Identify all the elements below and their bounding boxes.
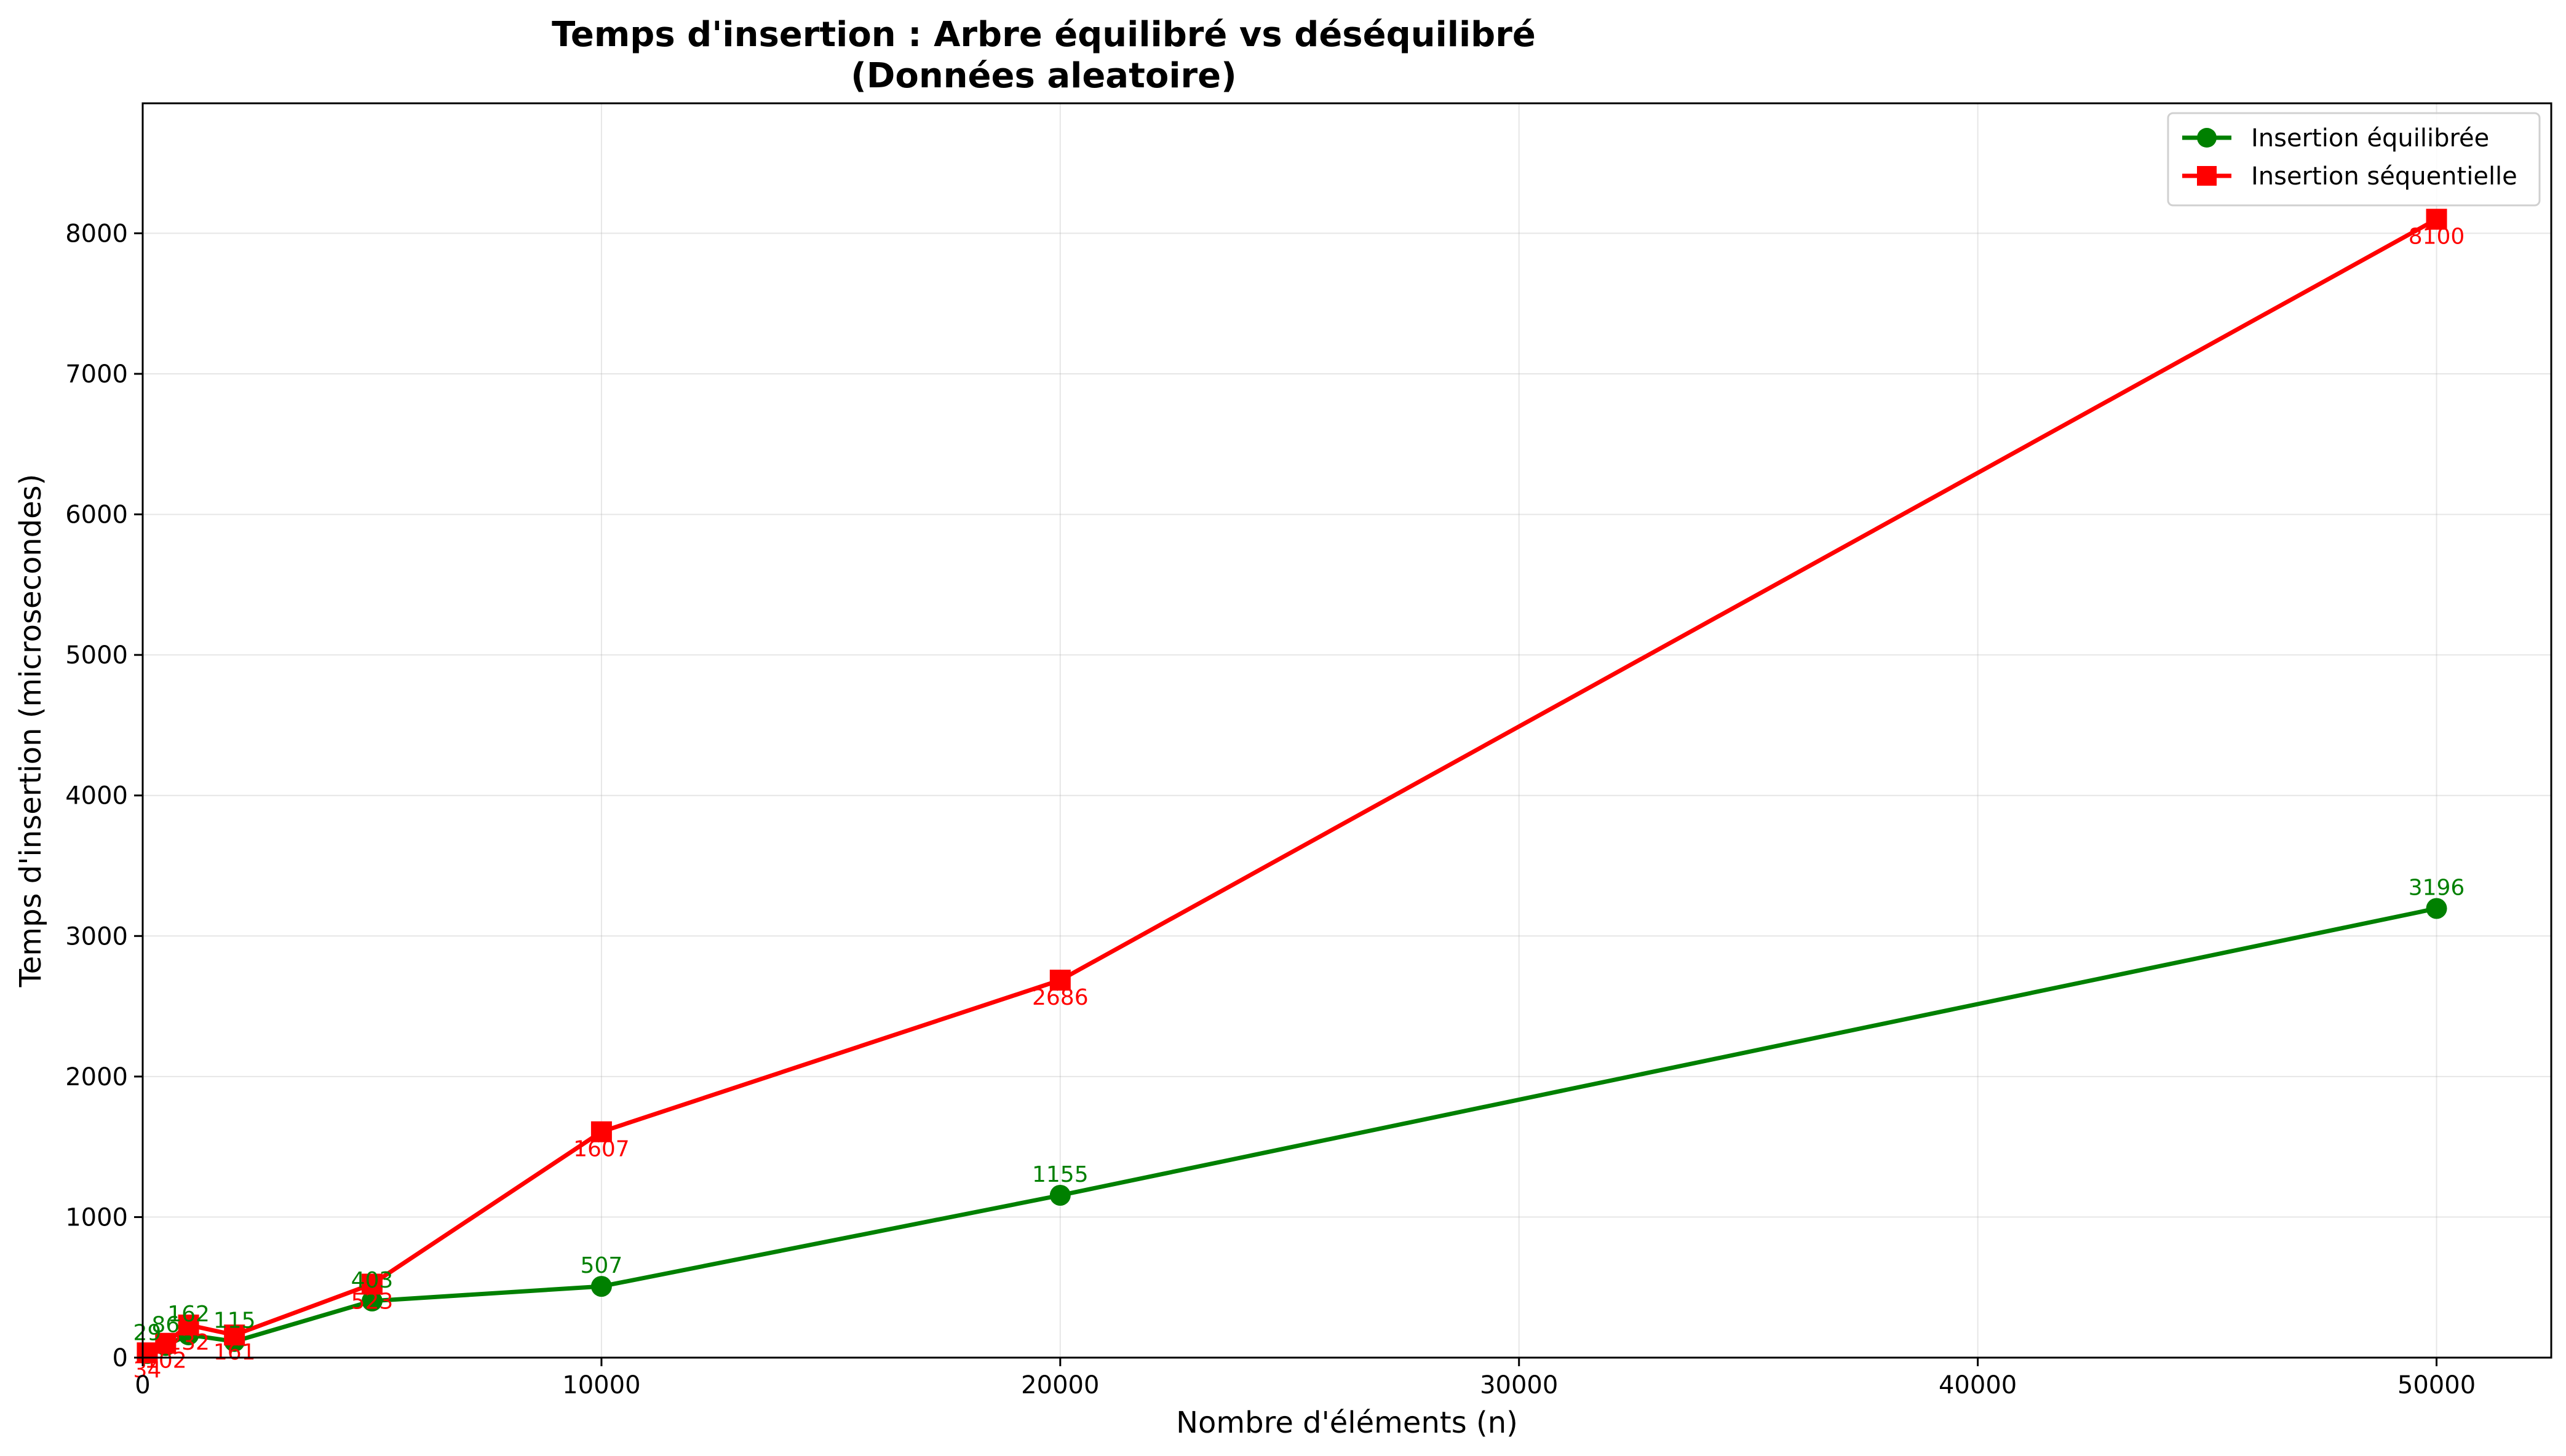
data-point [155, 1332, 177, 1354]
legend-box [2167, 112, 2541, 207]
chart-subtitle: (Données aleatoire) [851, 56, 1236, 96]
data-label: 1607 [573, 1137, 630, 1162]
data-label: 232 [167, 1330, 210, 1355]
y-tick-label: 8000 [65, 220, 128, 248]
data-label: 34 [133, 1358, 162, 1383]
y-tick-label: 3000 [65, 922, 128, 951]
data-point [137, 1342, 158, 1364]
data-point [361, 1273, 383, 1295]
x-axis-label: Nombre d'éléments (n) [1176, 1406, 1518, 1440]
chart-title: Temps d'insertion : Arbre équilibré vs d… [552, 15, 1536, 55]
series-layer [137, 208, 2447, 1364]
legend-label-1: Insertion séquentielle [2251, 162, 2517, 191]
data-point [361, 1290, 383, 1312]
data-point [590, 1276, 612, 1297]
y-tick-label: 5000 [65, 641, 128, 670]
data-point [2426, 208, 2447, 230]
data-label: 403 [351, 1268, 394, 1293]
data-label: 1155 [1032, 1162, 1089, 1187]
series-line-0 [146, 906, 2437, 1356]
data-label: 3196 [2409, 875, 2465, 900]
x-tick-label: 10000 [562, 1371, 640, 1399]
data-label: 86 [151, 1312, 180, 1337]
data-label: 162 [167, 1302, 210, 1327]
legend-marker-1 [2197, 166, 2217, 186]
x-tick-label: 50000 [2397, 1371, 2476, 1399]
data-label: 29 [133, 1320, 162, 1345]
data-label: 161 [213, 1340, 256, 1365]
data-label: 8100 [2409, 224, 2465, 250]
data-point [1049, 1185, 1071, 1206]
data-label: 115 [213, 1308, 256, 1334]
y-tick-label: 0 [113, 1344, 128, 1372]
tick-layer: 0 10000 20000 30000 40000 50000 0 1000 2000 3000 4… [65, 220, 2476, 1399]
data-label: 2686 [1032, 985, 1089, 1010]
y-tick-label: 6000 [65, 501, 128, 529]
x-tick-label: 30000 [1480, 1371, 1558, 1399]
y-tick-label: 7000 [65, 360, 128, 389]
x-tick-label: 20000 [1021, 1371, 1099, 1399]
data-point [2426, 898, 2447, 919]
legend: Insertion équilibrée Insertion séquentie… [2167, 112, 2541, 207]
x-tick-label: 0 [135, 1371, 150, 1399]
data-point [1049, 970, 1071, 991]
plot-frame [141, 102, 2552, 1359]
x-tick-label: 40000 [1939, 1371, 2017, 1399]
series-line-1 [146, 217, 2438, 1355]
data-point [178, 1314, 199, 1335]
data-label: 523 [351, 1289, 394, 1314]
y-axis-label: Temps d'insertion (microsecondes) [14, 474, 48, 988]
y-tick-label: 2000 [65, 1063, 128, 1091]
y-tick-label: 1000 [65, 1203, 128, 1232]
data-label: 507 [581, 1253, 623, 1278]
legend-label-0: Insertion équilibrée [2251, 124, 2489, 152]
data-point [590, 1121, 612, 1142]
grid-layer [142, 103, 2551, 1358]
y-tick-label: 4000 [65, 782, 128, 810]
data-point [224, 1324, 245, 1346]
data-label: 102 [145, 1348, 187, 1374]
legend-marker-0 [2197, 128, 2217, 148]
